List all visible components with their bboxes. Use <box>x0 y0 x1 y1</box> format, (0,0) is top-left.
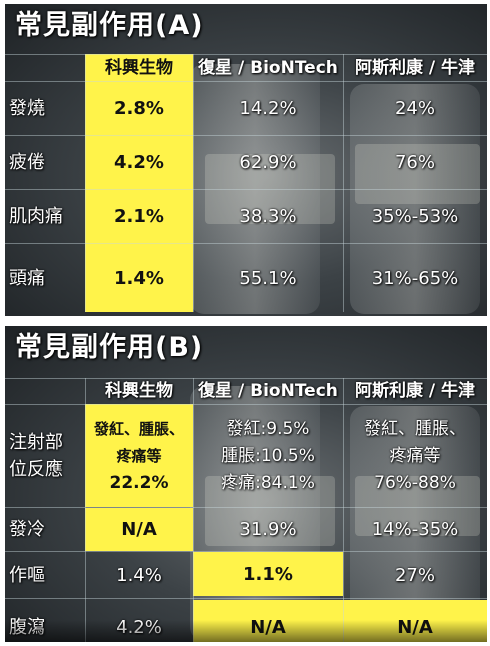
row-divider <box>5 598 487 599</box>
vaccine-vial-label-image <box>355 476 480 536</box>
row-divider <box>5 135 487 136</box>
row-label: 發燒 <box>9 98 45 119</box>
vaccine-vial-image <box>350 84 480 314</box>
row-label-line: 位反應 <box>9 459 63 480</box>
table-cell: 4.2% <box>114 152 164 173</box>
row-divider <box>5 404 487 405</box>
table-cell: 發紅、腫脹、 疼痛等 22.2% <box>85 405 193 507</box>
cell-line: 疼痛等 <box>116 446 162 465</box>
highlight-column-sinovac <box>85 404 193 507</box>
table-cell: 1.4% <box>116 564 162 586</box>
row-label: 疲倦 <box>9 152 45 173</box>
table-cell: 14.2% <box>239 98 297 119</box>
table-cell: 14%-35% <box>371 519 459 540</box>
table-cell: 62.9% <box>239 152 297 173</box>
column-header-az: 阿斯利康 / 牛津 <box>354 57 476 78</box>
table-cell: 2.8% <box>114 98 164 119</box>
cell-line: 22.2% <box>109 472 169 493</box>
vaccine-vial-label-image <box>205 154 335 224</box>
table-cell: 發紅:9.5% 腫脹:10.5% 疼痛:84.1% <box>193 405 343 507</box>
row-label: 肌肉痛 <box>9 206 63 227</box>
side-effects-table-a: 常見副作用(A) 科興生物 復星 / BioNTech 阿斯利康 / 牛津 發燒… <box>5 4 487 316</box>
row-label-line: 注射部 <box>9 432 63 453</box>
column-header-sinovac: 科興生物 <box>105 381 173 401</box>
highlight-column-sinovac <box>85 54 193 312</box>
row-label: 作嘔 <box>9 564 45 586</box>
column-divider <box>343 54 344 312</box>
table-cell: N/A <box>121 519 157 540</box>
vaccine-vial-label-image <box>355 144 480 204</box>
row-divider <box>5 81 487 82</box>
table-cell: 35%-53% <box>371 206 459 227</box>
column-header-az: 阿斯利康 / 牛津 <box>354 381 476 401</box>
column-header-sinovac: 科興生物 <box>105 57 173 78</box>
panel-title: 常見副作用(B) <box>15 332 204 363</box>
cell-line: 發紅:9.5% <box>226 418 310 439</box>
cell-line: 疼痛:84.1% <box>221 472 315 493</box>
row-label: 頭痛 <box>9 267 45 289</box>
cell-line: 腫脹:10.5% <box>221 445 315 466</box>
table-cell: 27% <box>394 564 435 586</box>
column-divider <box>193 54 194 312</box>
column-divider <box>193 378 194 642</box>
row-label: 發冷 <box>9 519 45 540</box>
highlight-cell <box>193 552 343 596</box>
row-divider <box>5 507 487 508</box>
row-divider <box>5 551 487 552</box>
table-cell: 2.1% <box>114 206 164 227</box>
table-cell: 31%-65% <box>371 267 459 289</box>
table-cell: 55.1% <box>239 267 297 289</box>
table-cell: 76% <box>394 152 435 173</box>
bottom-shadow <box>5 620 487 642</box>
row-divider <box>5 189 487 190</box>
panel-title: 常見副作用(A) <box>15 10 204 41</box>
column-divider <box>343 378 344 642</box>
table-cell: 1.4% <box>114 267 164 289</box>
cell-line: 發紅、腫脹、 <box>93 419 184 438</box>
highlight-cell <box>85 508 193 551</box>
table-cell: 24% <box>394 98 435 119</box>
row-label: 注射部 位反應 <box>5 405 85 507</box>
column-header-biontech: 復星 / BioNTech <box>198 57 338 78</box>
table-cell: 1.1% <box>243 563 293 585</box>
column-divider <box>85 378 86 642</box>
cell-line: 發紅、腫脹、 <box>364 418 466 439</box>
column-divider <box>85 54 86 312</box>
vaccine-vial-label-image <box>205 476 335 546</box>
column-header-biontech: 復星 / BioNTech <box>198 381 338 401</box>
vaccine-vial-image <box>190 386 320 641</box>
row-divider <box>5 378 487 379</box>
cell-line: 疼痛等 <box>389 445 441 466</box>
cell-line: 76%-88% <box>374 472 456 493</box>
vaccine-vial-image <box>190 64 320 314</box>
row-divider <box>5 243 487 244</box>
table-cell: 38.3% <box>239 206 297 227</box>
row-divider <box>5 54 487 55</box>
table-cell: 31.9% <box>239 519 297 540</box>
table-cell: 發紅、腫脹、 疼痛等 76%-88% <box>343 405 487 507</box>
side-effects-table-b: 常見副作用(B) 科興生物 復星 / BioNTech 阿斯利康 / 牛津 注射… <box>5 326 487 642</box>
